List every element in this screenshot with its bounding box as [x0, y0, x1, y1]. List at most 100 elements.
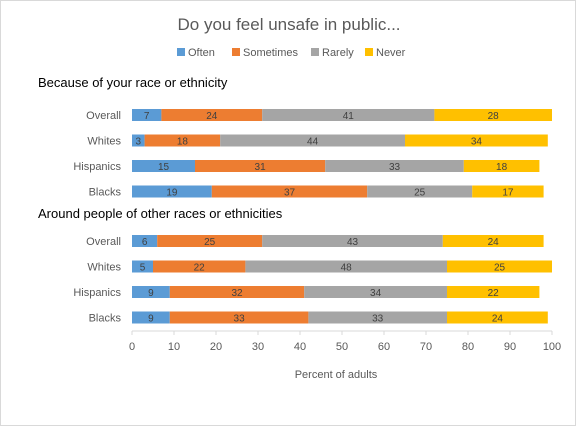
legend-swatch-often [177, 48, 185, 56]
data-label: 32 [231, 288, 243, 299]
bar-segment-sometimes [195, 160, 326, 172]
data-label: 25 [414, 188, 426, 199]
legend: Often Sometimes Rarely Never [177, 47, 406, 59]
bar-segment-often [132, 109, 162, 121]
category-label: Overall [86, 236, 121, 248]
x-tick-label: 100 [543, 341, 561, 353]
data-label: 37 [284, 188, 296, 199]
data-label: 34 [471, 137, 483, 148]
legend-label-rarely: Rarely [322, 47, 354, 59]
legend-label-sometimes: Sometimes [243, 47, 299, 59]
bar-segment-rarely [308, 311, 447, 324]
bar-segment-never [405, 134, 548, 147]
bar-segment-often [132, 134, 145, 147]
bars: 7 24 41 28 3 18 44 34 15 31 33 18 19 37 25 17 6 25 43 24 5 22… [132, 109, 552, 325]
bar-segment-never [447, 260, 552, 273]
data-label: 48 [341, 263, 353, 274]
data-label: 7 [144, 111, 150, 122]
bar-segment-rarely [220, 134, 405, 147]
data-label: 34 [370, 288, 382, 299]
bar-segment-rarely [304, 286, 447, 298]
data-label: 24 [206, 111, 218, 122]
group-label: Around people of other races or ethnicit… [38, 206, 283, 221]
bar-segment-often [132, 160, 195, 172]
data-label: 22 [488, 288, 500, 299]
x-tick-label: 20 [210, 341, 222, 353]
bar-segment-rarely [262, 109, 435, 121]
data-label: 15 [158, 162, 170, 173]
category-label: Hispanics [73, 287, 121, 299]
x-tick-label: 50 [336, 341, 348, 353]
data-label: 19 [166, 188, 178, 199]
bar-segment-never [434, 109, 552, 121]
data-label: 25 [204, 237, 216, 248]
group-labels: Because of your race or ethnicity Around … [38, 75, 283, 221]
legend-swatch-never [365, 48, 373, 56]
data-label: 9 [148, 288, 154, 299]
category-label: Whites [87, 262, 121, 274]
category-label: Blacks [89, 187, 122, 199]
bar-segment-rarely [325, 160, 464, 172]
bar-segment-never [447, 286, 540, 298]
bar-segment-sometimes [211, 185, 368, 198]
category-label: Overall [86, 110, 121, 122]
data-label: 31 [255, 162, 267, 173]
x-tick-label: 70 [420, 341, 432, 353]
data-label: 43 [347, 237, 359, 248]
bar-segment-rarely [262, 235, 443, 247]
bar-segment-rarely [245, 260, 447, 273]
data-label: 33 [234, 314, 246, 325]
bar-segment-sometimes [153, 260, 246, 273]
bar-segment-never [472, 185, 544, 198]
data-label: 17 [502, 188, 514, 199]
bar-segment-often [132, 286, 170, 298]
bar-segment-never [447, 311, 548, 324]
x-tick-label: 80 [462, 341, 474, 353]
x-tick-label: 40 [294, 341, 306, 353]
category-labels: Overall Whites Hispanics Blacks Overall White… [73, 110, 121, 325]
data-label: 44 [307, 137, 319, 148]
data-label: 25 [494, 263, 506, 274]
bar-segment-often [132, 235, 158, 247]
data-label: 3 [136, 137, 142, 148]
data-label: 5 [140, 263, 146, 274]
legend-label-never: Never [376, 47, 406, 59]
bar-segment-often [132, 260, 153, 273]
x-tick-label: 10 [168, 341, 180, 353]
legend-label-often: Often [188, 47, 215, 59]
data-label: 33 [372, 314, 384, 325]
data-label: 24 [492, 314, 504, 325]
data-label: 28 [488, 111, 500, 122]
data-label: 18 [496, 162, 508, 173]
data-label: 22 [194, 263, 206, 274]
x-tick-label: 0 [129, 341, 135, 353]
category-label: Hispanics [73, 161, 121, 173]
group-label: Because of your race or ethnicity [38, 75, 228, 90]
data-label: 41 [343, 111, 355, 122]
x-tick-label: 30 [252, 341, 264, 353]
data-label: 9 [148, 314, 154, 325]
category-label: Whites [87, 136, 121, 148]
bar-segment-sometimes [169, 311, 309, 324]
category-label: Blacks [89, 313, 122, 325]
bar-segment-sometimes [161, 109, 263, 121]
bar-segment-often [132, 185, 212, 198]
x-axis: 0 10 20 30 40 50 60 70 80 90 100 [129, 330, 561, 353]
x-tick-label: 90 [504, 341, 516, 353]
data-label: 33 [389, 162, 401, 173]
bar-segment-sometimes [157, 235, 263, 247]
bar-segment-never [442, 235, 544, 247]
chart-title: Do you feel unsafe in public... [177, 15, 400, 34]
data-label: 6 [142, 237, 148, 248]
bar-segment-rarely [367, 185, 473, 198]
legend-swatch-sometimes [232, 48, 240, 56]
x-tick-label: 60 [378, 341, 390, 353]
bar-segment-sometimes [169, 286, 305, 298]
x-axis-label: Percent of adults [295, 369, 378, 381]
bar-segment-never [463, 160, 540, 172]
data-label: 18 [177, 137, 189, 148]
bar-segment-sometimes [144, 134, 221, 147]
legend-swatch-rarely [311, 48, 319, 56]
